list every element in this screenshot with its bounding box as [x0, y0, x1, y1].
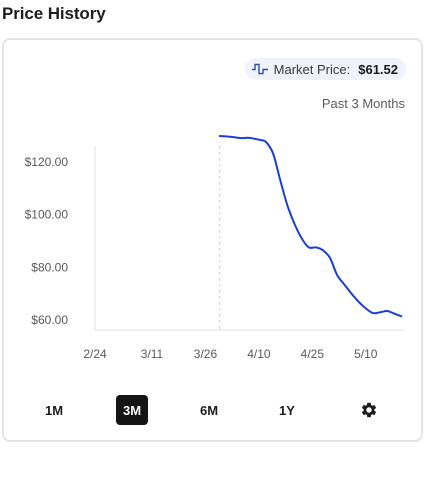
- x-tick-label: 4/25: [301, 347, 325, 361]
- x-axis-ticks: 2/24 3/11 3/26 4/10 4/25 5/10: [83, 347, 377, 361]
- price-chart-icon: [251, 63, 268, 75]
- x-tick-label: 4/10: [247, 347, 271, 361]
- market-price-label: Market Price:: [273, 61, 351, 77]
- x-tick-label: 5/10: [354, 347, 378, 361]
- price-chart: $120.00 $100.00 $80.00 $60.00 2/24 3/11 3/26 4…: [25, 135, 405, 361]
- x-tick-label: 2/24: [83, 347, 107, 361]
- y-tick-label: $80.00: [31, 260, 68, 274]
- range-button-1m[interactable]: 1M: [38, 395, 70, 425]
- market-price-pill: Market Price: $61.52: [244, 58, 406, 80]
- x-tick-label: 3/26: [194, 347, 218, 361]
- range-button-6m[interactable]: 6M: [193, 395, 225, 425]
- range-button-3m[interactable]: 3M: [116, 395, 148, 425]
- gear-icon[interactable]: [359, 400, 379, 420]
- chart-series: [218, 135, 403, 318]
- range-button-1y[interactable]: 1Y: [271, 395, 303, 425]
- page-title: Price History: [2, 4, 106, 23]
- range-label: Past 3 Months: [321, 96, 405, 111]
- y-tick-label: $60.00: [31, 313, 68, 327]
- chart-gridlines: [94, 146, 405, 331]
- market-price-value: $61.52: [358, 61, 398, 77]
- y-axis-ticks: $120.00 $100.00 $80.00 $60.00: [25, 155, 69, 327]
- range-buttons: 1M 3M 6M 1Y: [4, 395, 421, 427]
- y-tick-label: $100.00: [25, 208, 69, 222]
- y-tick-label: $120.00: [25, 155, 69, 169]
- price-history-card: Market Price: $61.52 Past 3 Months $120.…: [2, 38, 423, 442]
- series-line: [218, 135, 403, 318]
- x-tick-label: 3/11: [141, 347, 164, 361]
